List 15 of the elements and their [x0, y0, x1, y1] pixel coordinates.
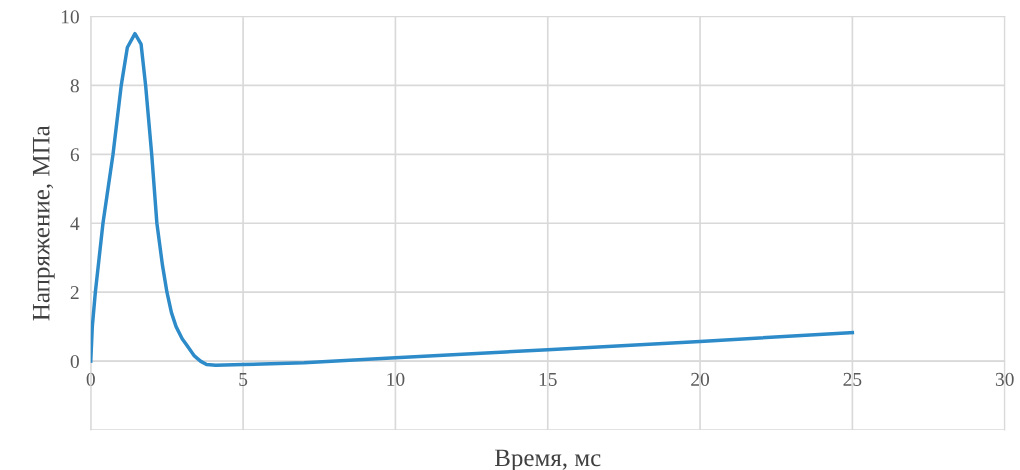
- line-series: [90, 31, 855, 367]
- x-tick-label: 15: [539, 372, 557, 386]
- x-tick-label: 0: [86, 372, 95, 386]
- y-tick-label: 8: [70, 79, 79, 93]
- y-tick-label: 2: [70, 286, 79, 299]
- y-axis-title: Напряжение, МПа: [32, 125, 55, 321]
- x-tick-label: 25: [843, 372, 862, 386]
- x-tick-label: 5: [239, 372, 248, 386]
- y-tick-label: 4: [70, 217, 80, 230]
- y-tick-label: 10: [61, 10, 79, 24]
- y-tick-label: 0: [70, 354, 79, 369]
- x-tick-label: 10: [387, 372, 405, 386]
- x-tick-label: 30: [995, 372, 1014, 386]
- y-tick-label: 6: [70, 148, 80, 162]
- x-tick-label: 20: [691, 372, 710, 386]
